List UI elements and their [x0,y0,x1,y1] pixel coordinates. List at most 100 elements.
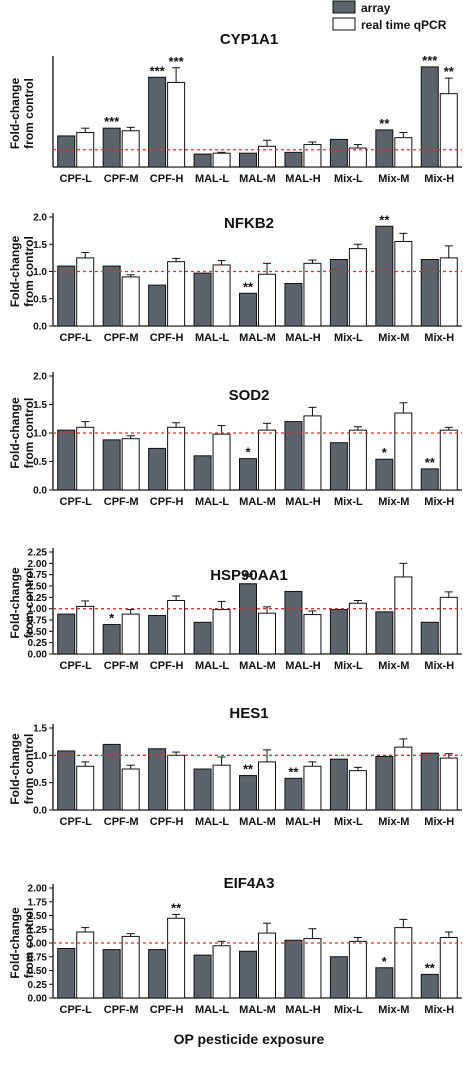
bar-array [239,458,257,491]
panel-nfkb2: NFKB2 Fold-change from control 0.0 0.5 1.0 1.5… [8,212,462,344]
y-tick-label: 1.75 [28,897,48,908]
bar-array [375,611,394,655]
category-label: Mix-L [334,660,363,672]
bar-qpcr [258,612,276,655]
y-tick-label: 0.25 [28,638,48,649]
y-tick-label: 0.50 [28,966,48,977]
bar-qpcr [394,576,413,655]
bar-array [148,748,167,811]
bar-qpcr [303,614,322,655]
y-tick-label: 2.00 [28,559,48,570]
y-tick-label: 1.5 [33,240,47,251]
bar-array [375,755,394,811]
significance-marker: ** [171,900,182,915]
bar-array [148,76,167,168]
y-tick-label: 0.5 [33,778,47,789]
category-label: MAL-H [285,173,320,185]
bar-qpcr [439,596,458,655]
y-tick-label: 0.0 [33,806,47,817]
bar-qpcr [121,130,140,168]
bar-array [284,777,303,811]
bar-qpcr [394,746,413,811]
significance-marker: ** [379,212,390,227]
legend-swatch-qpcr [332,17,356,31]
category-label: Mix-H [424,816,454,828]
panel-sod2: SOD2 Fold-change from control 0.0 0.5 1.0 1.5 2… [8,372,462,508]
bar-qpcr [439,93,458,168]
y-tick-label: 1.75 [28,570,48,581]
panel-title: NFKB2 [224,215,274,232]
bar-qpcr [258,932,276,999]
bar-array [193,455,212,491]
category-label: CPF-H [150,1004,184,1016]
category-label: MAL-H [285,332,320,344]
category-label: Mix-H [424,496,454,508]
bar-array [284,282,303,327]
bar-array [102,949,121,999]
category-label: Mix-H [424,332,454,344]
bar-qpcr [348,940,367,999]
legend-label-qpcr: real time qPCR [361,18,447,32]
bar-qpcr [258,761,276,811]
bar-array [239,152,257,168]
y-tick-label: 0.50 [28,627,48,638]
bar-array [148,447,167,491]
y-tick-label: 0.75 [28,952,48,963]
bar-array [57,429,76,491]
bar-qpcr [121,768,140,811]
bar-array [420,259,439,327]
legend-label-array: array [361,1,391,15]
bar-qpcr [121,438,140,491]
y-axis-label-line-1: Fold-change [8,397,22,469]
significance-marker: ** [243,570,254,585]
bar-array [57,135,76,168]
significance-marker: * [109,611,115,626]
bar-qpcr [439,429,458,491]
bar-array [102,439,121,491]
category-label: CPF-M [104,1004,139,1016]
bar-array [193,153,212,168]
significance-marker: ** [243,279,254,294]
bar-qpcr [303,262,322,327]
category-label: MAL-L [195,1004,229,1016]
y-tick-label: 1.0 [33,267,47,278]
y-tick-label: 0.5 [33,457,47,468]
bar-array [284,151,303,168]
bar-array [420,621,439,655]
significance-marker: ** [379,116,390,131]
category-label: Mix-L [334,816,363,828]
category-label: CPF-L [60,496,93,508]
y-axis-label-line-2: from control [22,734,36,805]
bar-array [284,939,303,999]
bar-qpcr [167,81,186,168]
bar-array [284,590,303,655]
bar-qpcr [76,605,95,655]
y-tick-label: 0.0 [33,486,47,497]
bar-array [57,948,76,999]
bar-qpcr [303,415,322,491]
bar-array [102,743,121,811]
bar-array [57,613,76,655]
bar-array [102,624,121,655]
bar-array [57,265,76,327]
bar-qpcr [212,264,231,327]
y-axis-label-line-1: Fold-change [8,236,22,308]
y-axis-label-line-2: from control [22,398,36,469]
bar-qpcr [167,426,186,491]
y-tick-label: 1.50 [28,582,48,593]
significance-marker: * [382,445,388,460]
bar-array [193,621,212,655]
bar-array [329,442,348,491]
category-label: MAL-H [285,816,320,828]
bar-qpcr [121,935,140,999]
bar-qpcr [76,765,95,811]
category-label: MAL-M [239,816,276,828]
category-label: CPF-H [150,496,184,508]
bar-array [239,950,257,999]
category-label: MAL-M [239,173,276,185]
significance-marker: * [382,954,388,969]
bar-array [193,768,212,811]
